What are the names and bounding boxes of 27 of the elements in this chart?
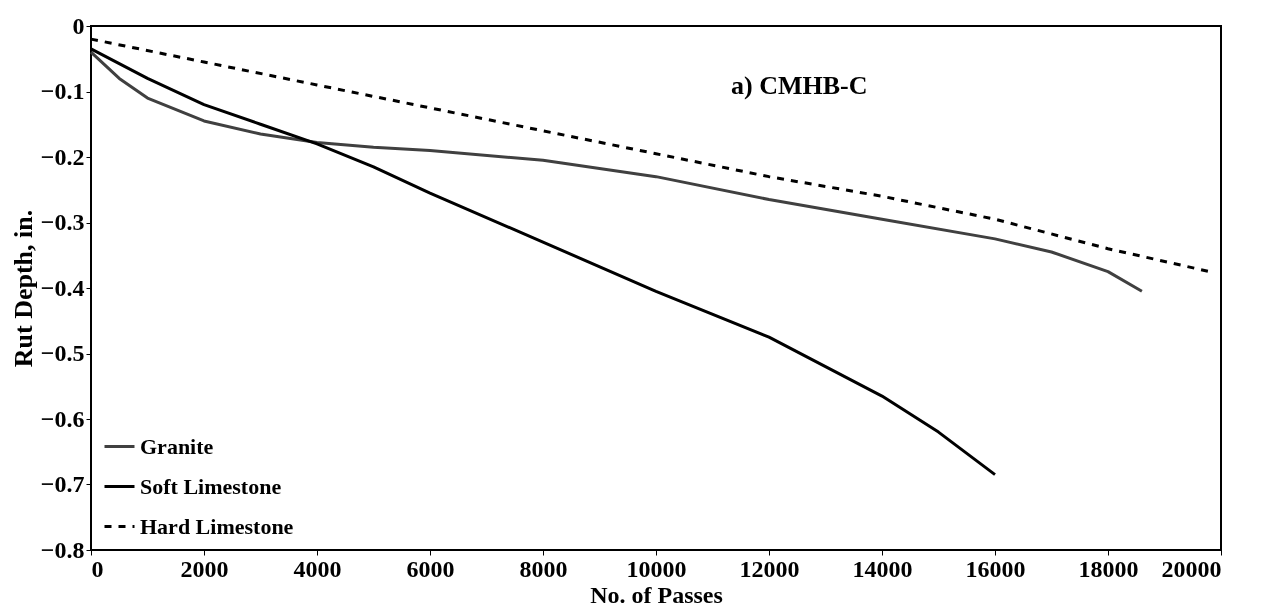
- y-tick-label: −0.6: [40, 405, 85, 432]
- x-tick-label: 12000: [739, 555, 800, 582]
- y-tick-label: −0.3: [40, 209, 85, 235]
- annotation: a) CMHB-C: [731, 71, 868, 100]
- y-tick-label: −0.5: [40, 340, 85, 366]
- y-tick-label: −0.8: [40, 536, 85, 563]
- x-tick-label: 2000: [180, 555, 229, 582]
- x-tick-label: 20000: [1161, 555, 1222, 582]
- y-tick-label: 0: [72, 12, 85, 39]
- x-tick-label: 14000: [852, 555, 913, 582]
- line-series: [89, 50, 1144, 293]
- y-tick-label: −0.4: [40, 274, 85, 301]
- y-tick-label: −0.7: [40, 471, 85, 497]
- x-tick-label: 10000: [626, 555, 687, 582]
- x-tick-label: 8000: [519, 555, 568, 582]
- x-tick-label: 0: [91, 555, 104, 582]
- legend-label: Hard Limestone: [140, 513, 294, 539]
- x-tick-label: 6000: [406, 555, 455, 582]
- x-tick-label: 16000: [965, 555, 1026, 582]
- legend-label: Granite: [140, 433, 214, 459]
- y-axis-title: Rut Depth, in.: [8, 209, 38, 368]
- y-tick-label: −0.2: [40, 143, 85, 170]
- legend-label: Soft Limestone: [140, 473, 282, 499]
- x-axis-title: No. of Passes: [590, 581, 723, 608]
- x-tick-label: 4000: [293, 555, 342, 582]
- y-tick-label: −0.1: [40, 78, 85, 104]
- x-tick-label: 18000: [1078, 555, 1139, 582]
